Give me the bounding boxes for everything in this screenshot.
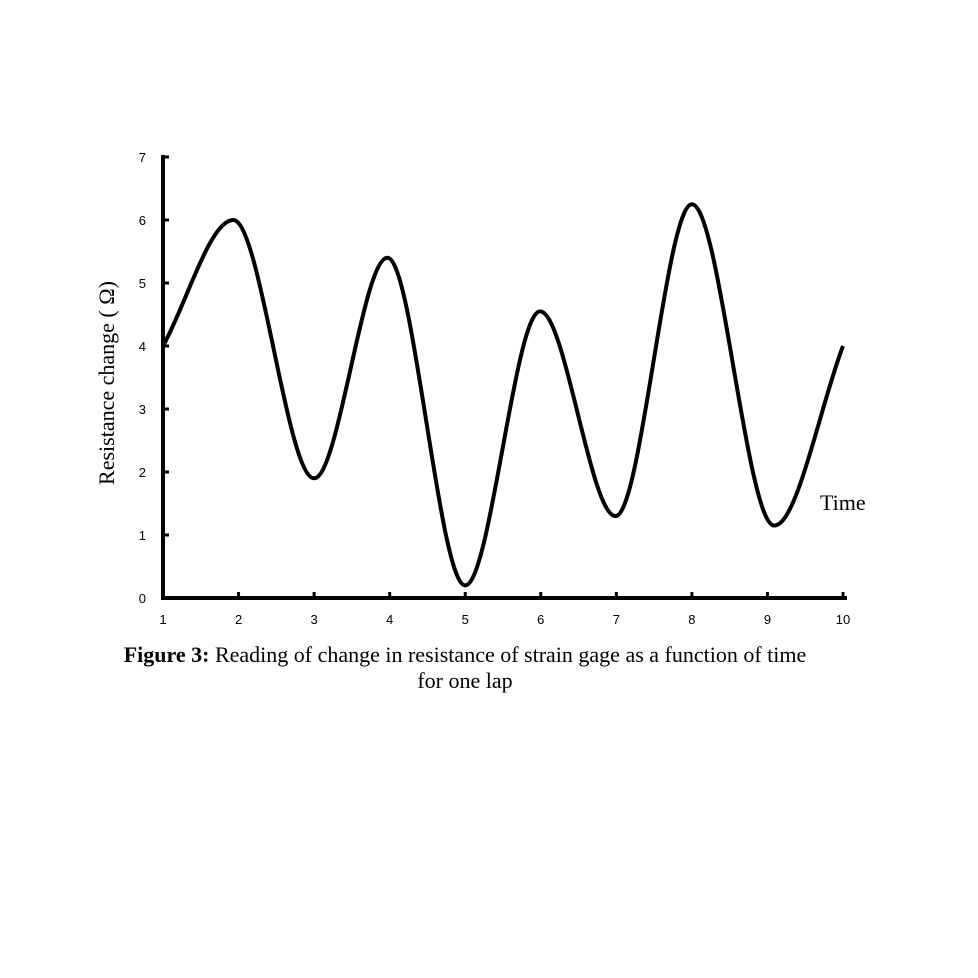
x-tick-label: 5	[462, 612, 469, 627]
x-tick-label: 1	[159, 612, 166, 627]
y-tick-label: 7	[139, 150, 146, 165]
caption-text: Reading of change in resistance of strai…	[214, 642, 807, 693]
y-tick-label: 4	[139, 339, 146, 354]
x-tick-label: 3	[310, 612, 317, 627]
y-tick-label: 3	[139, 402, 146, 417]
x-tick-label: 9	[764, 612, 771, 627]
x-axis-title: Time	[820, 490, 866, 515]
caption-label: Figure 3:	[123, 642, 210, 667]
x-tick-label: 4	[386, 612, 393, 627]
x-tick-label: 7	[613, 612, 620, 627]
y-tick-label: 5	[139, 276, 146, 291]
y-axis-title: Resistance change ( Ω)	[94, 281, 119, 485]
figure-caption: Figure 3: Reading of change in resistanc…	[120, 642, 810, 694]
y-tick-label: 1	[139, 528, 146, 543]
x-tick-label: 6	[537, 612, 544, 627]
y-tick-label: 0	[139, 591, 146, 606]
series	[161, 202, 845, 588]
y-tick-label: 6	[139, 213, 146, 228]
x-tick-label: 10	[836, 612, 850, 627]
x-tick-label: 2	[235, 612, 242, 627]
y-tick-label: 2	[139, 465, 146, 480]
series-line	[161, 202, 845, 588]
x-tick-label: 8	[688, 612, 695, 627]
